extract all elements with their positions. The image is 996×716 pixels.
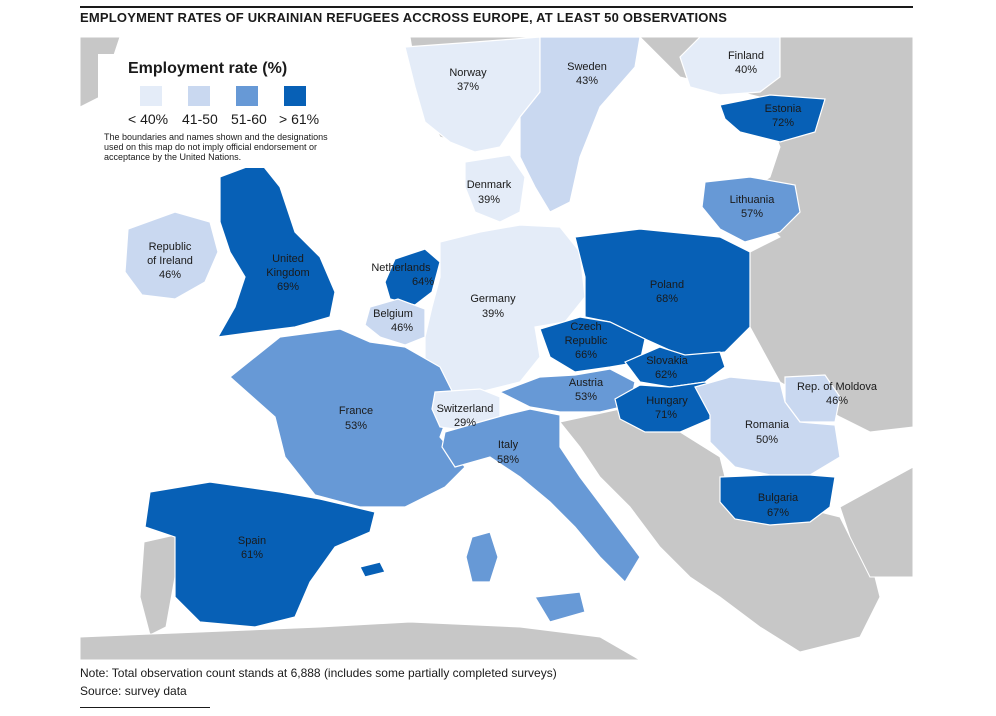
country-balearic xyxy=(359,561,386,578)
country-norway xyxy=(404,37,541,153)
label-uk-value: 69% xyxy=(277,281,299,293)
label-switzerland-name: Switzerland xyxy=(437,403,494,415)
country-lithuania xyxy=(701,176,801,243)
label-slovakia-name: Slovakia xyxy=(646,355,688,367)
label-italy-value: 58% xyxy=(497,454,519,466)
top-rule xyxy=(80,6,913,8)
country-netherlands xyxy=(384,248,441,306)
legend-swatch-51-60 xyxy=(236,86,258,106)
label-bulgaria-name: Bulgaria xyxy=(758,492,799,504)
label-moldova-name: Rep. of Moldova xyxy=(797,381,878,393)
turkey-land xyxy=(839,466,913,578)
label-germany-name: Germany xyxy=(470,293,516,305)
label-norway-value: 37% xyxy=(457,81,479,93)
label-sweden-value: 43% xyxy=(576,75,598,87)
label-france-name: France xyxy=(339,405,373,417)
country-romania xyxy=(694,376,841,476)
legend-label-51-60: 51-60 xyxy=(231,111,267,127)
label-germany-value: 39% xyxy=(482,308,504,320)
country-germany xyxy=(424,224,586,393)
data-countries xyxy=(124,37,841,628)
legend-label-gt61: > 61% xyxy=(279,111,320,127)
legend-label-lt40: < 40% xyxy=(128,111,169,127)
label-netherlands-value: 64% xyxy=(412,276,434,288)
north-africa-land xyxy=(80,621,642,660)
label-hungary-value: 71% xyxy=(655,409,677,421)
label-switzerland-value: 29% xyxy=(454,417,476,429)
label-austria-value: 53% xyxy=(575,391,597,403)
label-poland-name: Poland xyxy=(650,279,684,291)
label-ireland-name-1: Republic xyxy=(149,241,192,253)
label-finland-value: 40% xyxy=(735,64,757,76)
label-estonia-value: 72% xyxy=(772,117,794,129)
label-belgium-value: 46% xyxy=(391,322,413,334)
country-finland xyxy=(679,37,781,96)
label-spain-value: 61% xyxy=(241,549,263,561)
label-czech-name-2: Republic xyxy=(565,335,608,347)
label-uk-name-2: Kingdom xyxy=(266,267,309,279)
label-lithuania-value: 57% xyxy=(741,208,763,220)
legend: Employment rate (%) < 40% 41-50 51-60 > … xyxy=(98,54,346,168)
label-denmark-value: 39% xyxy=(478,194,500,206)
balkans-land xyxy=(559,408,881,653)
legend-title: Employment rate (%) xyxy=(128,60,288,77)
label-ireland-value: 46% xyxy=(159,269,181,281)
country-sardinia xyxy=(465,531,499,583)
label-hungary-name: Hungary xyxy=(646,395,688,407)
label-moldova-value: 46% xyxy=(826,395,848,407)
label-spain-name: Spain xyxy=(238,535,266,547)
label-romania-name: Romania xyxy=(745,419,790,431)
label-lithuania-name: Lithuania xyxy=(730,194,776,206)
country-france xyxy=(229,328,466,508)
label-czech-value: 66% xyxy=(575,349,597,361)
legend-swatch-lt40 xyxy=(140,86,162,106)
legend-swatch-gt61 xyxy=(284,86,306,106)
legend-disclaimer: The boundaries and names shown and the d… xyxy=(104,132,328,162)
country-sweden xyxy=(519,37,641,213)
label-finland-name: Finland xyxy=(728,50,764,62)
country-labels: Norway 37% Sweden 43% Finland 40% Estoni… xyxy=(147,50,878,561)
country-estonia xyxy=(719,94,826,143)
label-czech-name-1: Czech xyxy=(570,321,601,333)
label-denmark-name: Denmark xyxy=(467,179,512,191)
map-svg: Norway 37% Sweden 43% Finland 40% Estoni… xyxy=(80,37,913,660)
country-uk xyxy=(216,161,336,338)
label-netherlands-name: Netherlands xyxy=(371,262,431,274)
legend-swatch-41-50 xyxy=(188,86,210,106)
country-slovakia xyxy=(624,346,726,388)
country-bulgaria xyxy=(719,474,836,526)
label-italy-name: Italy xyxy=(498,439,519,451)
label-bulgaria-value: 67% xyxy=(767,507,789,519)
map-title: EMPLOYMENT RATES OF UKRAINIAN REFUGEES A… xyxy=(80,10,728,25)
label-norway-name: Norway xyxy=(449,67,487,79)
country-denmark xyxy=(464,154,526,223)
label-belgium-name: Belgium xyxy=(373,308,413,320)
country-sicily xyxy=(534,591,586,623)
label-uk-name-1: United xyxy=(272,253,304,265)
country-belgium xyxy=(364,298,426,346)
label-romania-value: 50% xyxy=(756,434,778,446)
label-ireland-name-2: of Ireland xyxy=(147,255,193,267)
label-sweden-name: Sweden xyxy=(567,61,607,73)
map: Norway 37% Sweden 43% Finland 40% Estoni… xyxy=(80,37,913,660)
country-spain xyxy=(144,481,376,628)
bottom-rule xyxy=(80,707,210,708)
label-slovakia-value: 62% xyxy=(655,369,677,381)
label-poland-value: 68% xyxy=(656,293,678,305)
label-austria-name: Austria xyxy=(569,377,604,389)
source: Source: survey data xyxy=(80,684,187,698)
country-ireland xyxy=(124,211,219,300)
label-france-value: 53% xyxy=(345,420,367,432)
note: Note: Total observation count stands at … xyxy=(80,666,557,680)
label-estonia-name: Estonia xyxy=(765,103,803,115)
legend-label-41-50: 41-50 xyxy=(182,111,218,127)
country-italy xyxy=(441,408,641,583)
